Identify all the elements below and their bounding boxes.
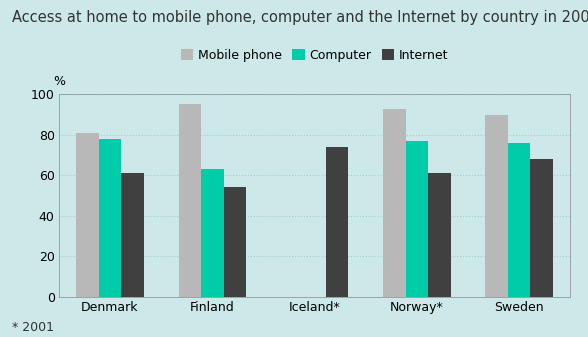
Bar [486,115,508,297]
Bar [383,109,406,297]
Bar [508,143,530,297]
Bar [76,133,99,297]
Bar [201,169,223,297]
Legend: Mobile phone, Computer, Internet: Mobile phone, Computer, Internet [176,44,453,67]
Bar [99,139,121,297]
Bar [121,173,143,297]
Bar [428,173,450,297]
Text: %: % [53,75,65,88]
Text: * 2001: * 2001 [12,320,54,334]
Bar [406,141,428,297]
Bar [179,104,201,297]
Bar [530,159,553,297]
Bar [326,147,348,297]
Bar [223,187,246,297]
Text: Access at home to mobile phone, computer and the Internet by country in 2002: Access at home to mobile phone, computer… [12,10,588,25]
